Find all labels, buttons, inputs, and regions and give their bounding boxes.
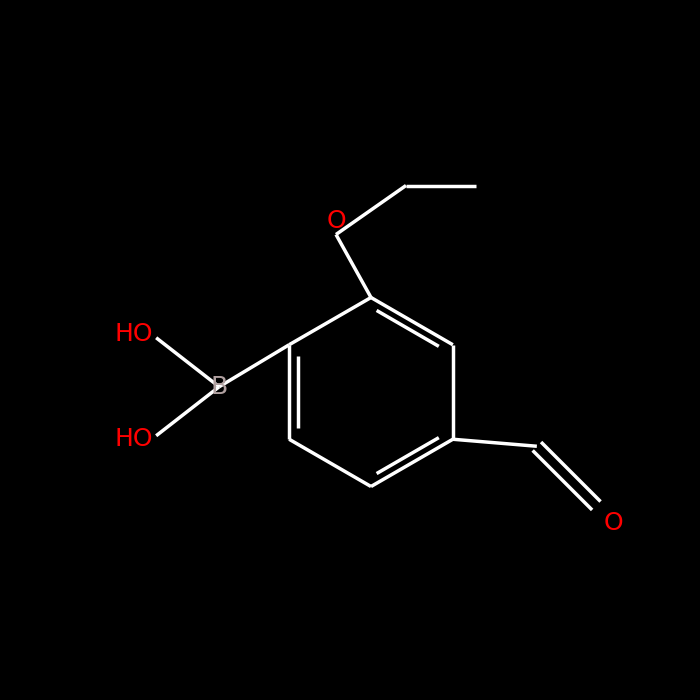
Text: HO: HO — [114, 427, 153, 452]
Text: O: O — [603, 511, 623, 536]
Text: B: B — [211, 374, 228, 399]
Text: HO: HO — [114, 322, 153, 346]
Text: O: O — [326, 209, 346, 233]
